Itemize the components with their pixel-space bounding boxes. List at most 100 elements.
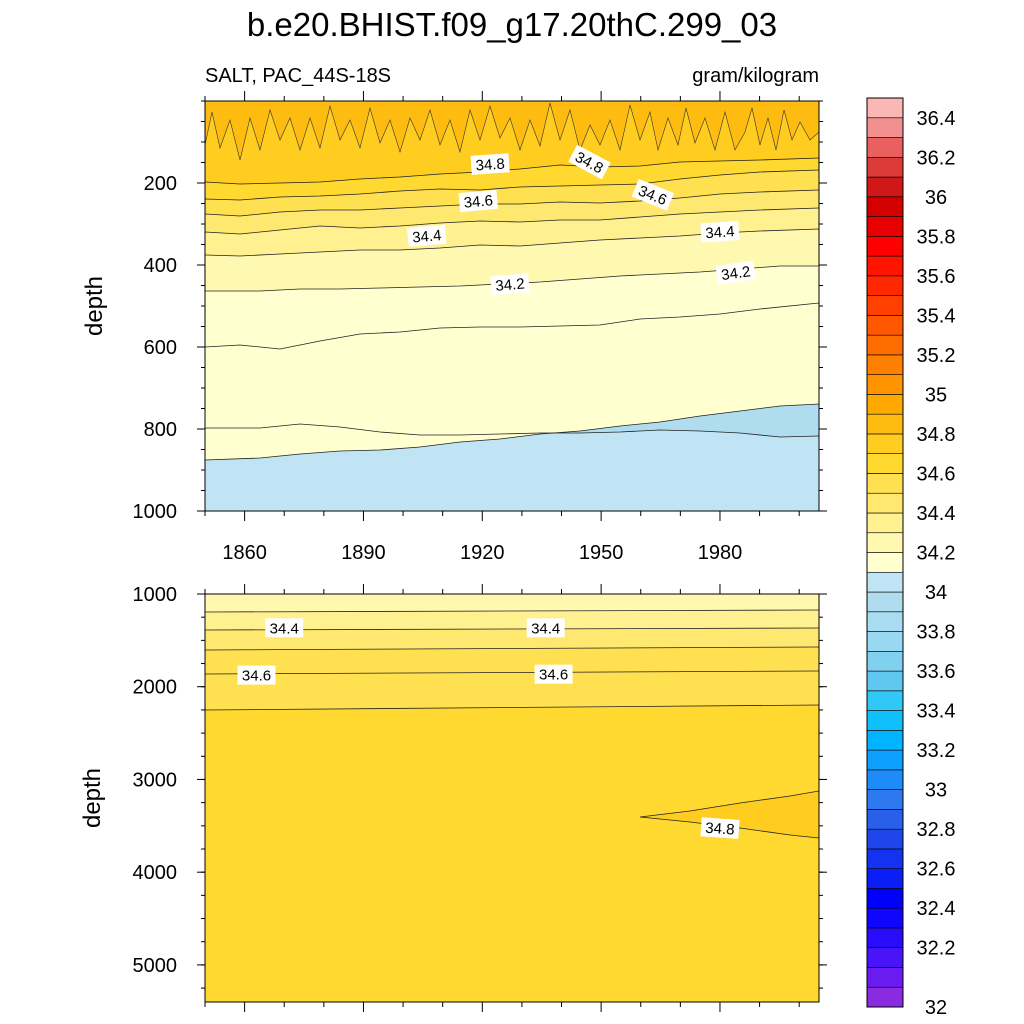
colorbar-label: 34 bbox=[925, 582, 947, 604]
colorbar: 32 32.2 32.4 32.6 32.8 33 33.2 33.4 33.6 33.8 34 34… bbox=[866, 97, 956, 1019]
lower-contour-label-text: 34.6 bbox=[242, 668, 271, 685]
lower-band-34-3 bbox=[205, 594, 819, 612]
upper-contour-label-text: 34.6 bbox=[463, 192, 494, 211]
colorbar-label: 35.2 bbox=[917, 345, 956, 367]
lower-band-34-6 bbox=[205, 647, 819, 674]
lower-contour-label-text: 34.8 bbox=[705, 820, 735, 839]
upper-axes: 200 400 600 800 1000 1860 1890 1920 1950 1980 bbox=[133, 91, 827, 564]
upper-band-34-3 bbox=[205, 229, 819, 291]
colorbar-swatch bbox=[866, 809, 904, 830]
upper-contour-label-box bbox=[407, 224, 447, 247]
colorbar-swatch bbox=[866, 236, 904, 257]
colorbar-label: 35.6 bbox=[917, 266, 956, 288]
colorbar-swatch bbox=[866, 216, 904, 237]
colorbar-swatch bbox=[866, 433, 904, 454]
colorbar-swatch bbox=[866, 986, 904, 1008]
colorbar-swatch bbox=[866, 611, 904, 632]
colorbar-swatch bbox=[866, 769, 904, 790]
lower-contour-label: 34.8 bbox=[700, 817, 740, 839]
lower-axes: 1000 2000 3000 4000 5000 bbox=[133, 584, 827, 1012]
lower-ytick-label: 2000 bbox=[133, 677, 178, 699]
upper-contour-label-box bbox=[490, 273, 530, 296]
colorbar-swatch bbox=[866, 571, 904, 593]
upper-band-34-6 bbox=[205, 170, 819, 216]
lower-contour-label: 34.4 bbox=[265, 618, 304, 638]
upper-contour-label: 34.2 bbox=[490, 273, 530, 296]
lower-contour-label-box bbox=[526, 618, 565, 638]
upper-contour-label: 34.2 bbox=[715, 260, 756, 285]
lower-contour-label-text: 34.4 bbox=[531, 620, 560, 637]
chart-title: b.e20.BHIST.f09_g17.20thC.299_03 bbox=[247, 6, 777, 43]
upper-ytick-label: 1000 bbox=[133, 501, 178, 523]
upper-contour-label: 34.8 bbox=[470, 153, 510, 175]
upper-contour-label-box bbox=[700, 220, 740, 243]
upper-contour-label-box bbox=[568, 144, 611, 180]
lower-contour-label: 34.4 bbox=[526, 618, 565, 638]
upper-xtick-label: 1980 bbox=[698, 542, 743, 564]
colorbar-swatch bbox=[866, 413, 904, 435]
upper-contour-label-text: 34.4 bbox=[412, 227, 443, 246]
upper-contour-label-text: 34.2 bbox=[720, 263, 751, 284]
colorbar-swatch bbox=[866, 690, 904, 711]
colorbar-swatch bbox=[866, 927, 904, 949]
upper-contour-label-box bbox=[631, 178, 674, 211]
upper-contour-label: 34.6 bbox=[458, 189, 499, 213]
colorbar-swatch bbox=[866, 275, 904, 296]
lower-contour-label-box bbox=[700, 817, 740, 839]
colorbar-swatch bbox=[866, 749, 904, 771]
lower-contour-label: 34.6 bbox=[534, 664, 573, 684]
colorbar-label: 33.4 bbox=[917, 701, 956, 723]
colorbar-swatch bbox=[866, 710, 904, 731]
colorbar-swatch bbox=[866, 453, 904, 474]
colorbar-swatch bbox=[866, 631, 904, 652]
colorbar-label: 32.2 bbox=[917, 938, 956, 960]
colorbar-label: 33.6 bbox=[917, 661, 956, 683]
upper-contour-label-box bbox=[458, 189, 499, 213]
lower-contour-label-box bbox=[265, 618, 304, 638]
colorbar-swatch bbox=[866, 967, 904, 988]
colorbar-swatch bbox=[866, 374, 904, 395]
upper-contour-lines bbox=[205, 157, 819, 461]
colorbar-swatch bbox=[866, 354, 904, 375]
colorbar-label: 32.4 bbox=[917, 898, 956, 920]
upper-contour-label-text: 34.8 bbox=[475, 156, 505, 175]
colorbar-swatch bbox=[866, 947, 904, 968]
colorbar-swatch bbox=[866, 492, 904, 514]
colorbar-swatch bbox=[866, 888, 904, 909]
lower-ytick-label: 4000 bbox=[133, 862, 178, 884]
upper-band-34-4 bbox=[205, 208, 819, 256]
upper-xtick-label: 1860 bbox=[222, 542, 267, 564]
colorbar-swatch bbox=[866, 512, 904, 534]
colorbar-label: 36.2 bbox=[917, 147, 956, 169]
lower-filled-contours bbox=[205, 594, 819, 1002]
colorbar-swatch bbox=[866, 334, 904, 356]
units-label: gram/kilogram bbox=[692, 65, 819, 87]
colorbar-frame bbox=[866, 97, 904, 1008]
upper-ytick-label: 200 bbox=[144, 173, 177, 195]
colorbar-swatch bbox=[866, 789, 904, 810]
variable-label: SALT, PAC_44S-18S bbox=[205, 65, 391, 87]
upper-filled-contours bbox=[205, 101, 819, 511]
colorbar-swatch bbox=[866, 295, 904, 316]
lower-band-34-6b bbox=[205, 671, 819, 710]
lower-frame bbox=[204, 593, 820, 1003]
colorbar-label: 34.4 bbox=[917, 503, 956, 525]
lower-contour-label-box bbox=[534, 664, 573, 684]
colorbar-swatch bbox=[866, 848, 904, 869]
upper-xtick-label: 1950 bbox=[579, 542, 624, 564]
upper-contour-label: 34.4 bbox=[700, 220, 740, 243]
colorbar-label: 35.8 bbox=[917, 226, 956, 248]
colorbar-swatch bbox=[866, 315, 904, 336]
upper-contour-label-box bbox=[715, 260, 756, 285]
upper-contour-label: 34.4 bbox=[407, 224, 447, 247]
lower-band-34-4 bbox=[205, 610, 819, 630]
colorbar-swatch bbox=[866, 730, 904, 751]
colorbar-label: 32 bbox=[925, 997, 947, 1019]
upper-band-34-7 bbox=[205, 158, 819, 200]
colorbar-label: 33.8 bbox=[917, 622, 956, 644]
colorbar-swatch bbox=[866, 828, 904, 850]
upper-band-34-9 bbox=[205, 101, 819, 161]
colorbar-swatch bbox=[866, 196, 904, 217]
colorbar-swatch bbox=[866, 137, 904, 158]
